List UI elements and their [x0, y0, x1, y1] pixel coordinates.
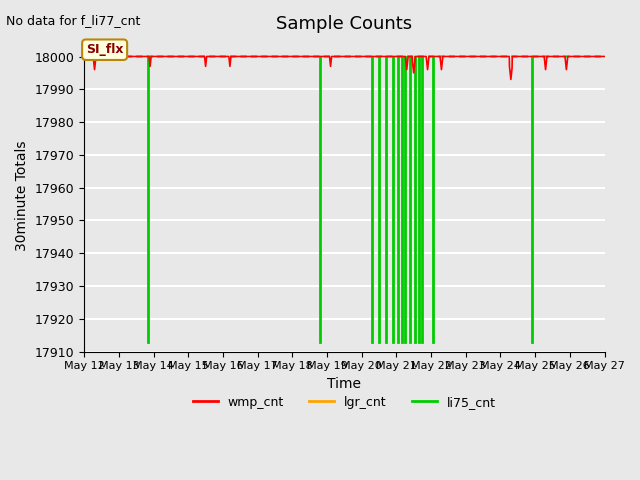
- X-axis label: Time: Time: [327, 377, 362, 391]
- Title: Sample Counts: Sample Counts: [276, 15, 412, 33]
- Y-axis label: 30minute Totals: 30minute Totals: [15, 141, 29, 251]
- Legend: wmp_cnt, lgr_cnt, li75_cnt: wmp_cnt, lgr_cnt, li75_cnt: [188, 391, 500, 414]
- Text: SI_flx: SI_flx: [86, 43, 124, 56]
- Text: No data for f_li77_cnt: No data for f_li77_cnt: [6, 14, 141, 27]
